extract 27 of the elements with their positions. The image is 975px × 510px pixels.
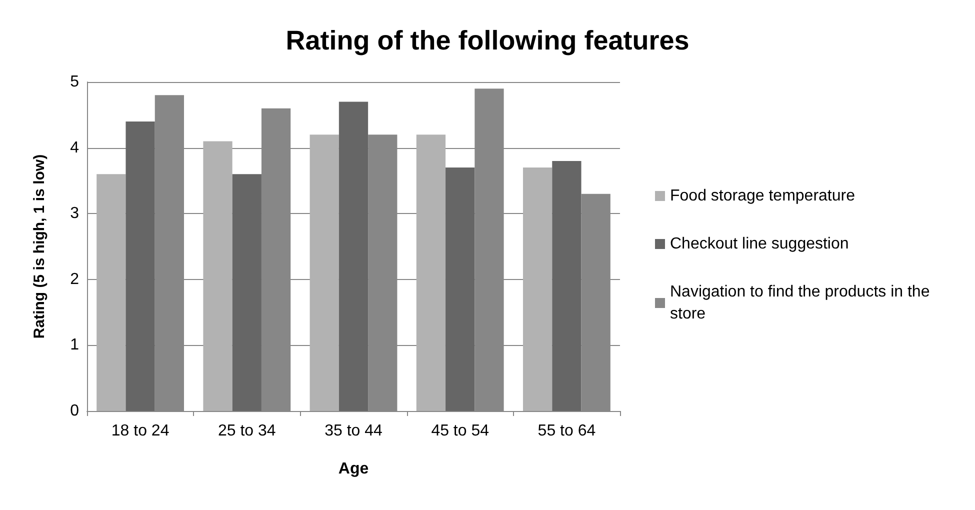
y-axis-title: Rating (5 is high, 1 is low) (31, 154, 48, 339)
bar (522, 168, 552, 411)
x-axis-title: Age (338, 460, 369, 478)
y-tick-label: 1 (70, 336, 80, 354)
y-tick-label: 0 (70, 402, 80, 420)
y-tick-label: 2 (70, 270, 80, 288)
x-tick-label: 18 to 24 (111, 422, 170, 440)
y-tick-label: 5 (70, 74, 80, 90)
bar (416, 134, 446, 411)
bar (203, 141, 232, 411)
chart-title: Rating of the following features (286, 26, 690, 56)
legend-label: Food storage temperature (670, 188, 856, 204)
bar (552, 160, 582, 411)
bar (446, 168, 475, 411)
bar (310, 134, 339, 411)
y-tick-label: 4 (70, 139, 80, 156)
bar (232, 174, 262, 411)
bar (338, 102, 368, 411)
bar (96, 174, 126, 411)
bar (126, 121, 155, 411)
y-tick-label: 3 (70, 205, 80, 222)
x-tick-label: 25 to 34 (218, 422, 276, 440)
legend-label: Checkout line suggestion (670, 236, 849, 252)
x-tick-label: 45 to 54 (431, 422, 490, 440)
x-tick-label: 35 to 44 (324, 422, 383, 440)
x-tick-label: 55 to 64 (538, 422, 596, 440)
legend-label: Navigation to find the products in the store (670, 284, 934, 322)
